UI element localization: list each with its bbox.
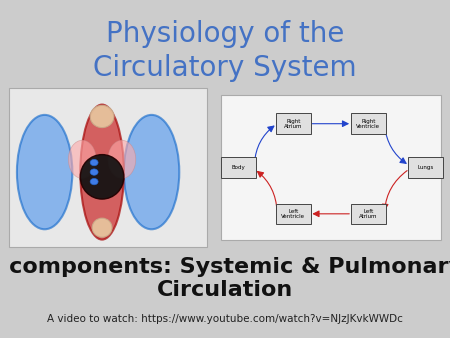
Text: Left
Atrium: Left Atrium xyxy=(359,209,378,219)
Ellipse shape xyxy=(17,115,72,229)
FancyBboxPatch shape xyxy=(351,203,386,224)
Ellipse shape xyxy=(108,140,136,178)
Ellipse shape xyxy=(90,178,98,185)
Text: Right
Ventricle: Right Ventricle xyxy=(356,119,380,129)
FancyBboxPatch shape xyxy=(220,95,441,240)
FancyBboxPatch shape xyxy=(9,88,207,247)
FancyBboxPatch shape xyxy=(220,157,256,178)
Text: 2 components: Systemic & Pulmonary
Circulation: 2 components: Systemic & Pulmonary Circu… xyxy=(0,257,450,300)
Text: Lungs: Lungs xyxy=(418,165,434,170)
Ellipse shape xyxy=(90,169,98,175)
Ellipse shape xyxy=(80,104,124,240)
Text: Right
Atrium: Right Atrium xyxy=(284,119,302,129)
FancyBboxPatch shape xyxy=(351,113,386,134)
Text: Body: Body xyxy=(231,165,245,170)
Ellipse shape xyxy=(124,115,179,229)
Text: Physiology of the
Circulatory System: Physiology of the Circulatory System xyxy=(93,20,357,82)
FancyBboxPatch shape xyxy=(408,157,443,178)
FancyBboxPatch shape xyxy=(276,203,311,224)
FancyBboxPatch shape xyxy=(276,113,311,134)
Text: A video to watch: https://www.youtube.com/watch?v=NJzJKvkWWDc: A video to watch: https://www.youtube.co… xyxy=(47,314,403,324)
Ellipse shape xyxy=(92,218,112,237)
Text: Left
Ventricle: Left Ventricle xyxy=(281,209,305,219)
Ellipse shape xyxy=(90,105,114,128)
Ellipse shape xyxy=(80,154,124,199)
Ellipse shape xyxy=(90,159,98,166)
Ellipse shape xyxy=(68,140,96,178)
